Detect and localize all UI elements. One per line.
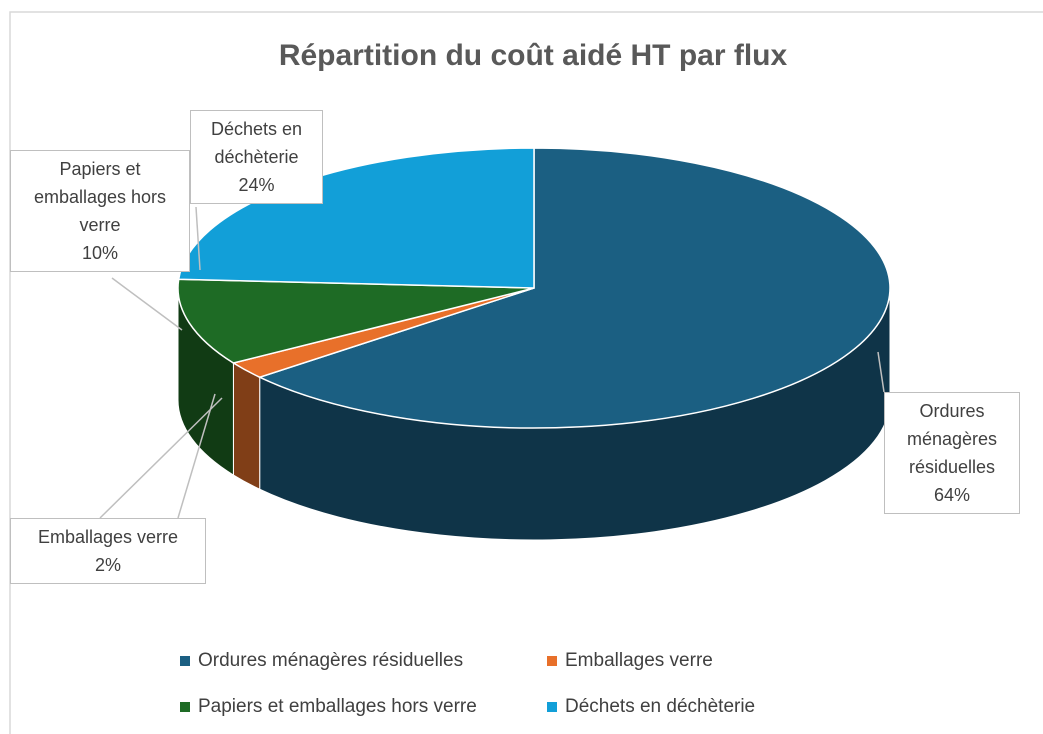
data-label: Déchets en déchèterie 24% [190,110,323,204]
data-label: Ordures ménagères résiduelles 64% [884,392,1020,514]
pie-slice [177,278,535,364]
data-label-value: 10% [81,243,119,263]
legend-label: Emballages verre [565,650,713,671]
data-label: Emballages verre 2% [10,518,206,584]
data-label-value: 2% [94,555,121,575]
data-label-value: 24% [238,175,275,195]
leader-line [111,277,183,331]
leader-line [877,351,885,393]
data-label-value: 64% [933,485,971,505]
leader-line [99,397,223,519]
chart-title: Répartition du coût aidé HT par flux [279,39,788,72]
legend-item: Emballages verre [547,650,713,672]
legend-swatch [180,656,190,666]
data-label-name: Ordures ménagères résiduelles [906,401,998,477]
data-label-name: Papiers et emballages hors verre [33,159,167,235]
legend-label: Papiers et emballages hors verre [198,696,477,717]
leader-line [177,393,216,519]
leader-line [195,206,201,271]
data-label-name: Emballages verre [37,527,179,547]
legend-item: Papiers et emballages hors verre [180,696,477,718]
legend-swatch [180,702,190,712]
data-label: Papiers et emballages hors verre 10% [10,150,190,272]
legend-item: Ordures ménagères résiduelles [180,650,463,672]
legend-item: Déchets en déchèterie [547,696,755,718]
legend-swatch [547,702,557,712]
legend-label: Déchets en déchèterie [565,696,756,717]
legend-label: Ordures ménagères résiduelles [198,650,464,671]
chart-frame [9,11,1043,734]
pie-slice [257,147,891,429]
pie-side [232,362,261,491]
legend-swatch [547,656,557,666]
data-label-name: Déchets en déchèterie [210,119,303,167]
